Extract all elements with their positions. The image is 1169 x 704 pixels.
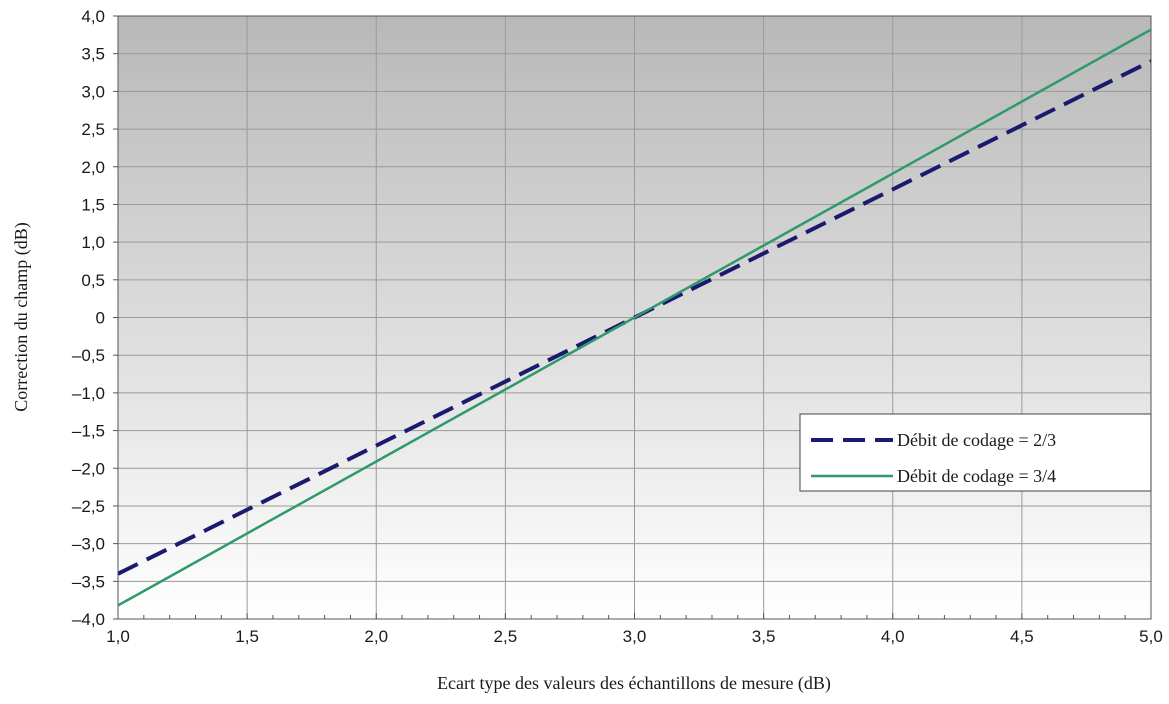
series <box>118 28 1151 607</box>
x-tick-labels: 1,0 1,5 2,0 2,5 3,0 3,5 4,0 4,5 5,0 <box>106 627 1163 646</box>
y-tick-label: –3,0 <box>72 535 105 554</box>
y-tick-label: 4,0 <box>81 7 105 26</box>
y-tick-label: 1,5 <box>81 195 105 214</box>
x-axis-title: Ecart type des valeurs des échantillons … <box>437 673 831 694</box>
x-tick-label: 3,5 <box>752 627 776 646</box>
legend-label-1: Débit de codage = 2/3 <box>897 430 1056 450</box>
legend-box <box>799 413 1152 492</box>
legend: Débit de codage = 2/3 Débit de codage = 3… <box>799 413 1152 492</box>
y-tick-label: –0,5 <box>72 346 105 365</box>
y-tick-label: –2,0 <box>72 459 105 478</box>
legend-items: Débit de codage = 2/3 Débit de codage = 3… <box>811 430 1056 486</box>
x-tick-label: 3,0 <box>623 627 647 646</box>
y-tick-label: –2,5 <box>72 497 105 516</box>
y-tick-label: –1,0 <box>72 384 105 403</box>
legend-label-2: Débit de codage = 3/4 <box>897 466 1056 486</box>
x-tick-label: 1,5 <box>235 627 259 646</box>
y-tick-label: 2,0 <box>81 158 105 177</box>
y-tick-label: –4,0 <box>72 610 105 629</box>
y-axis-title: Correction du champ (dB) <box>11 222 32 411</box>
y-tick-labels: 4,0 3,5 3,0 2,5 2,0 1,5 1,0 0,5 0 –0,5 –1,0 –1,5 –2,… <box>72 7 105 629</box>
y-tick-label: 0 <box>96 309 105 328</box>
y-tick-label: 3,0 <box>81 82 105 101</box>
x-tick-label: 4,0 <box>881 627 905 646</box>
x-tick-label: 5,0 <box>1139 627 1163 646</box>
x-tick-label: 1,0 <box>106 627 130 646</box>
y-tick-label: 2,5 <box>81 120 105 139</box>
y-tick-label: 0,5 <box>81 271 105 290</box>
y-tick-label: 3,5 <box>81 45 105 64</box>
plot-frame <box>117 15 1152 620</box>
y-tick-label: –1,5 <box>72 422 105 441</box>
y-tick-label: 1,0 <box>81 233 105 252</box>
x-tick-label: 2,0 <box>364 627 388 646</box>
y-tick-label: –3,5 <box>72 572 105 591</box>
axes <box>113 15 1152 620</box>
x-tick-label: 2,5 <box>494 627 518 646</box>
x-tick-label: 4,5 <box>1010 627 1034 646</box>
series-line-2 <box>118 28 1151 607</box>
